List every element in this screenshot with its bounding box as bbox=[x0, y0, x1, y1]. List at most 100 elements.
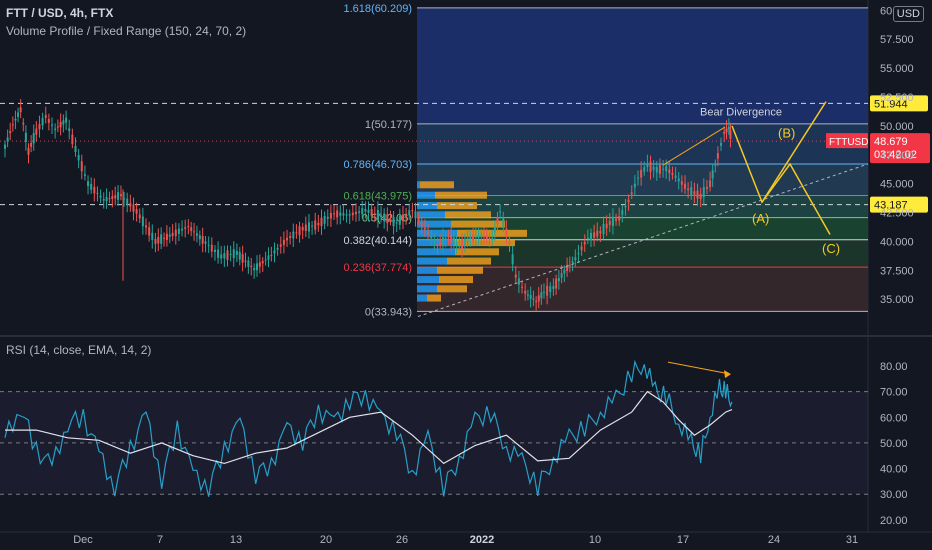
candle-body bbox=[714, 164, 717, 166]
price-axis-tick: 47.500 bbox=[880, 150, 914, 162]
candle-body bbox=[184, 227, 187, 229]
candle-body bbox=[636, 177, 639, 179]
candle-body bbox=[38, 124, 41, 130]
candle-body bbox=[640, 169, 643, 178]
candle-body bbox=[447, 236, 450, 238]
candle-body bbox=[611, 216, 614, 227]
volume-profile-down-bar bbox=[445, 211, 491, 219]
candle-body bbox=[238, 251, 241, 260]
candle-body bbox=[427, 232, 430, 235]
candle-body bbox=[354, 211, 357, 215]
candle-body bbox=[314, 220, 317, 230]
candle-body bbox=[59, 122, 62, 128]
candle-body bbox=[526, 294, 529, 296]
candle-body bbox=[596, 230, 599, 237]
candle-body bbox=[566, 265, 569, 272]
candle-body bbox=[671, 173, 674, 175]
currency-button[interactable]: USD bbox=[892, 6, 924, 22]
candle-body bbox=[289, 236, 292, 238]
rsi-axis-tick: 20.00 bbox=[880, 515, 908, 527]
candle-body bbox=[680, 181, 683, 185]
candle-body bbox=[696, 190, 699, 199]
candle-body bbox=[198, 235, 201, 240]
candle-body bbox=[276, 247, 279, 250]
candle-body bbox=[132, 204, 135, 212]
price-axis-tick: 50.000 bbox=[880, 121, 914, 133]
candle-body bbox=[163, 237, 166, 239]
price-axis-tick: 37.500 bbox=[880, 265, 914, 277]
candle-body bbox=[517, 278, 520, 285]
candle-body bbox=[304, 224, 307, 232]
candle-body bbox=[114, 195, 117, 199]
candle-body bbox=[574, 257, 577, 261]
candle-body bbox=[461, 239, 464, 249]
candle-body bbox=[148, 227, 151, 236]
candle-body bbox=[488, 238, 491, 240]
candle-body bbox=[17, 112, 20, 117]
candle-body bbox=[646, 163, 649, 168]
candle-body bbox=[270, 255, 273, 257]
time-axis-tick: 17 bbox=[677, 534, 689, 546]
rsi-axis-tick: 60.00 bbox=[880, 412, 908, 424]
candle-body bbox=[458, 245, 461, 247]
candle-body bbox=[171, 232, 174, 237]
price-axis-tick: 52.500 bbox=[880, 92, 914, 104]
price-axis-tick: 55.000 bbox=[880, 63, 914, 75]
candle-body bbox=[615, 218, 618, 221]
candle-body bbox=[524, 290, 527, 294]
candle-body bbox=[32, 133, 35, 144]
candle-body bbox=[351, 212, 354, 216]
candle-body bbox=[683, 183, 686, 189]
candle-body bbox=[93, 186, 96, 194]
fib-level-label: 0.382(40.144) bbox=[344, 235, 413, 247]
candle-body bbox=[6, 137, 9, 142]
candle-body bbox=[226, 250, 229, 260]
candle-body bbox=[96, 192, 99, 194]
candle-body bbox=[652, 166, 655, 170]
wave-c-label: (C) bbox=[822, 241, 840, 256]
time-axis-tick: 26 bbox=[396, 534, 408, 546]
candle-body bbox=[279, 244, 282, 247]
candle-body bbox=[514, 274, 517, 278]
volume-profile-down-bar bbox=[420, 181, 454, 189]
candle-body bbox=[593, 232, 596, 238]
volume-profile-down-bar bbox=[427, 294, 441, 302]
fib-zone bbox=[417, 195, 868, 218]
time-axis-tick: Dec bbox=[73, 534, 93, 546]
candle-body bbox=[177, 228, 180, 234]
candle-body bbox=[665, 166, 668, 172]
candle-body bbox=[190, 227, 193, 231]
volume-profile-down-bar bbox=[451, 220, 505, 228]
candle-body bbox=[433, 239, 436, 243]
candle-body bbox=[108, 198, 111, 200]
fib-level-label: 0.618(43.975) bbox=[344, 190, 413, 202]
candle-body bbox=[119, 194, 122, 197]
candle-body bbox=[485, 235, 488, 240]
candle-body bbox=[605, 223, 608, 229]
volume-profile-up-bar bbox=[417, 220, 451, 228]
candle-body bbox=[22, 122, 25, 125]
candle-body bbox=[586, 237, 589, 239]
candle-body bbox=[674, 175, 677, 178]
candle-body bbox=[210, 244, 213, 252]
candle-body bbox=[505, 228, 508, 236]
price-axis-tick: 57.500 bbox=[880, 34, 914, 46]
candle-body bbox=[311, 225, 314, 227]
candle-body bbox=[47, 118, 50, 123]
candle-body bbox=[298, 226, 301, 236]
candle-body bbox=[129, 203, 132, 207]
candle-body bbox=[68, 128, 71, 132]
fib-level-label: 0.786(46.703) bbox=[344, 159, 413, 171]
volume-profile-up-bar bbox=[417, 248, 455, 256]
candle-body bbox=[668, 169, 671, 174]
candle-body bbox=[345, 214, 348, 216]
volume-profile-down-bar bbox=[437, 202, 477, 210]
candle-body bbox=[521, 286, 524, 288]
candle-body bbox=[87, 181, 90, 187]
time-axis-tick: 31 bbox=[846, 534, 858, 546]
candle-body bbox=[342, 213, 345, 216]
candle-body bbox=[244, 260, 247, 262]
fib-zone bbox=[417, 123, 868, 164]
candle-body bbox=[348, 214, 351, 216]
